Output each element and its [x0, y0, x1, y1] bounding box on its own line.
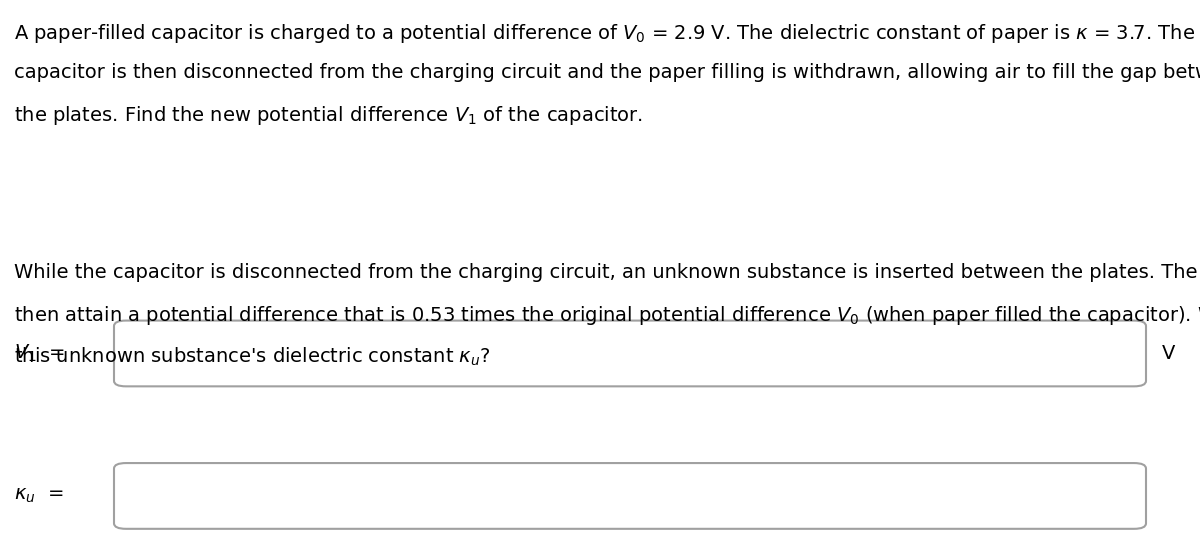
Text: A paper-filled capacitor is charged to a potential difference of $V_0$ = 2.9 V. : A paper-filled capacitor is charged to a…	[14, 22, 1195, 45]
Text: capacitor is then disconnected from the charging circuit and the paper filling i: capacitor is then disconnected from the …	[14, 63, 1200, 82]
FancyBboxPatch shape	[114, 321, 1146, 386]
Text: V: V	[1162, 344, 1175, 363]
Text: $V_1$  =: $V_1$ =	[14, 343, 66, 364]
Text: then attain a potential difference that is 0.53 times the original potential dif: then attain a potential difference that …	[14, 304, 1200, 327]
Text: While the capacitor is disconnected from the charging circuit, an unknown substa: While the capacitor is disconnected from…	[14, 263, 1200, 282]
Text: $\kappa_u$  =: $\kappa_u$ =	[14, 487, 64, 505]
Text: this unknown substance's dielectric constant $\kappa_u$?: this unknown substance's dielectric cons…	[14, 345, 491, 368]
Text: the plates. Find the new potential difference $V_1$ of the capacitor.: the plates. Find the new potential diffe…	[14, 104, 643, 127]
FancyBboxPatch shape	[114, 463, 1146, 529]
